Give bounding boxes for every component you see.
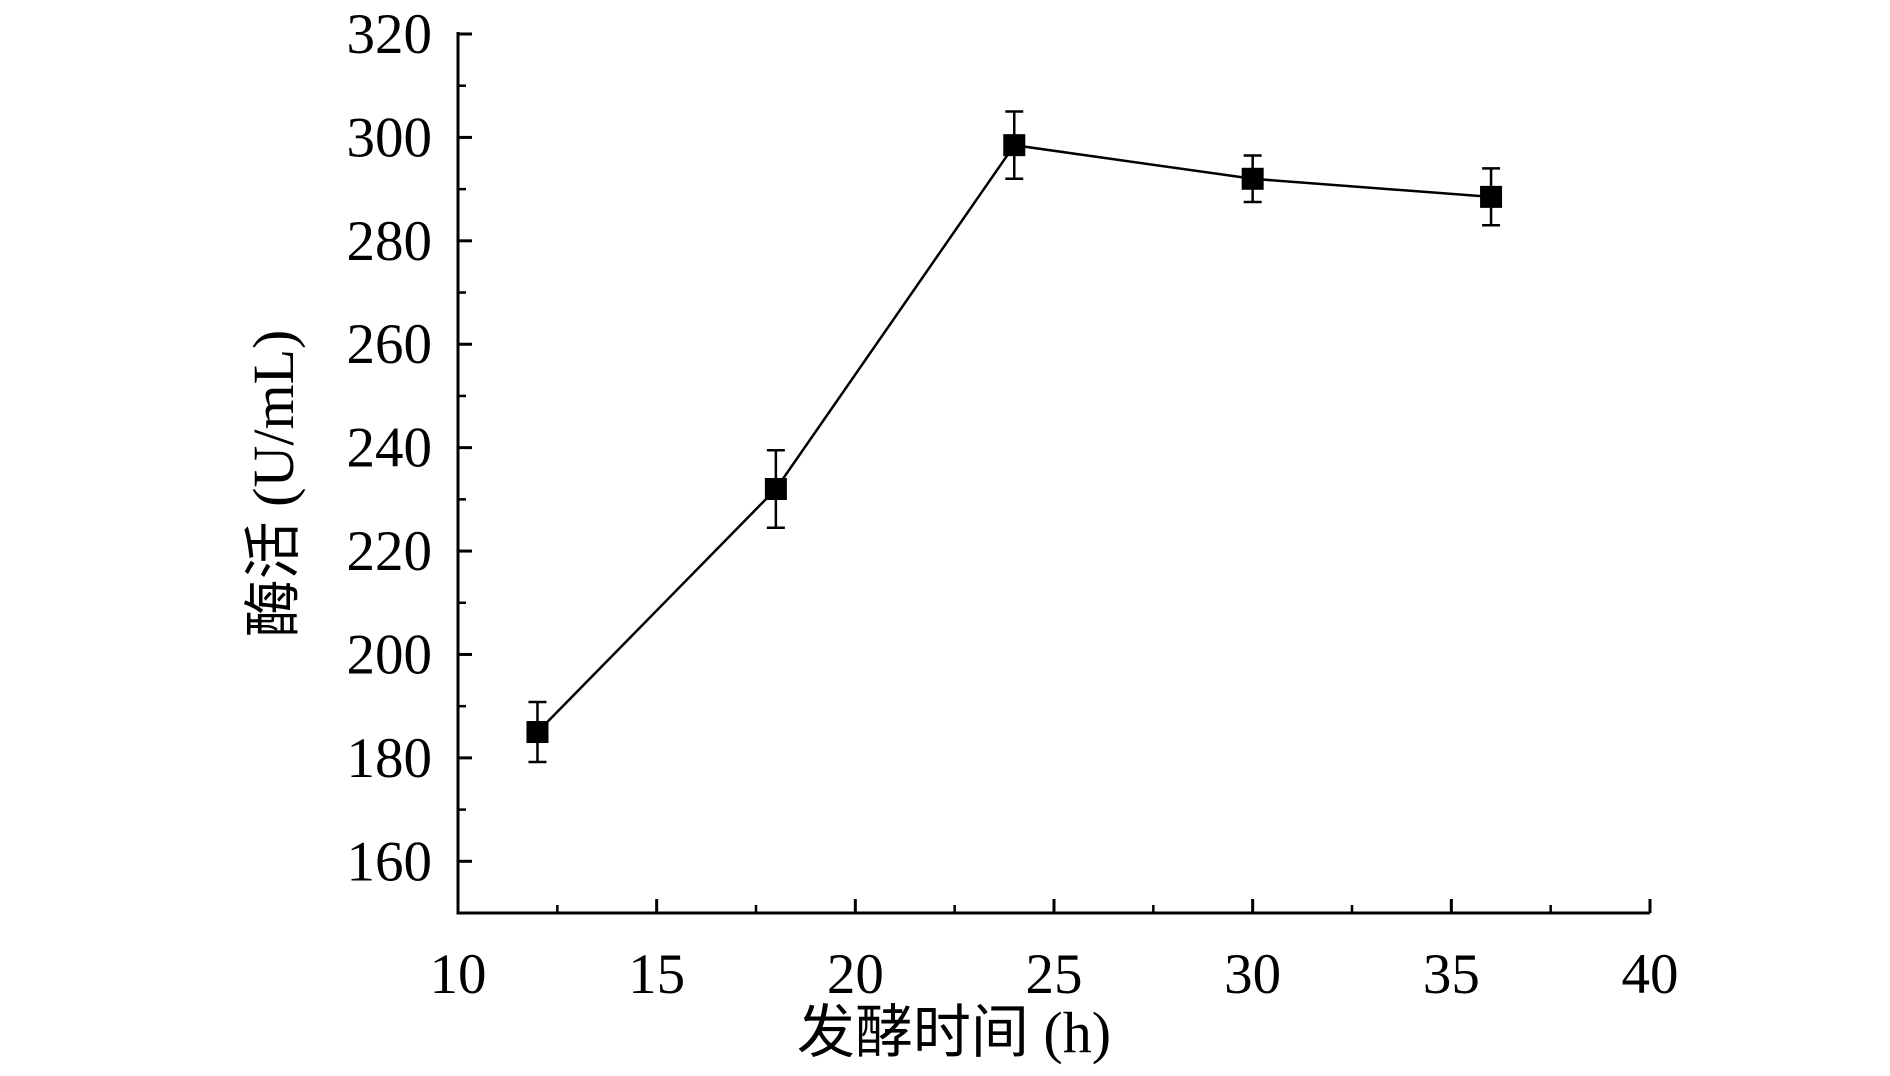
x-axis-title: 发酵时间 (h): [797, 1000, 1111, 1065]
error-bars: [528, 110, 1501, 764]
y-tick-label: 240: [347, 417, 433, 480]
y-tick-label: 280: [347, 210, 433, 273]
plot-area: [526, 110, 1503, 764]
data-point: [1003, 134, 1026, 157]
y-tick-label: 180: [347, 727, 433, 790]
y-tick-label: 300: [347, 106, 433, 169]
y-tick-label: 200: [347, 623, 433, 686]
data-point: [1480, 185, 1503, 208]
data-point: [764, 478, 787, 501]
y-tick-label: 220: [347, 520, 433, 583]
x-tick-label: 30: [1224, 943, 1281, 1006]
y-ticks: 160 180 200 220 240 260 280 300 320: [347, 3, 472, 893]
series-line: [536, 143, 1492, 733]
y-tick-label: 320: [347, 3, 433, 66]
chart-axes: 160 180 200 220 240 260 280 300 320 10 15 20 25 30 35…: [347, 3, 1679, 1006]
x-tick-label: 15: [628, 943, 685, 1006]
x-ticks: 10 15 20 25 30 35 40: [430, 899, 1679, 1006]
y-tick-label: 260: [347, 313, 433, 376]
data-point: [526, 721, 549, 744]
x-tick-label: 20: [827, 943, 884, 1006]
data-markers: [526, 134, 1503, 744]
x-tick-label: 40: [1622, 943, 1679, 1006]
x-tick-label: 25: [1026, 943, 1083, 1006]
data-point: [1241, 167, 1264, 190]
x-tick-label: 10: [430, 943, 487, 1006]
y-tick-label: 160: [347, 830, 433, 893]
y-axis-title: 酶活 (U/mL): [241, 330, 306, 638]
x-tick-label: 35: [1423, 943, 1480, 1006]
